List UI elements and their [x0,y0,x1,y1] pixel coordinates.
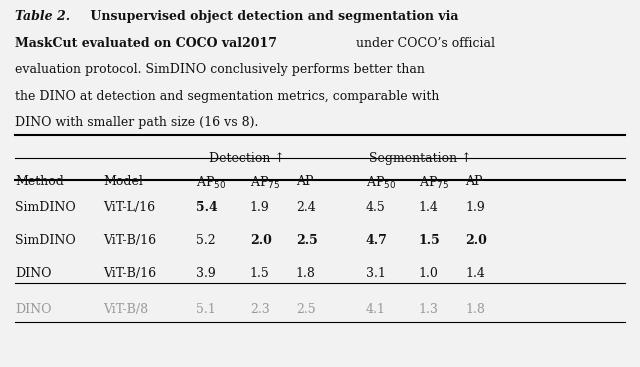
Text: 5.4: 5.4 [196,201,218,214]
Text: 1.5: 1.5 [419,234,440,247]
Text: 2.0: 2.0 [250,234,272,247]
Text: 4.1: 4.1 [366,304,386,316]
Text: 1.5: 1.5 [250,267,269,280]
Text: Detection ↑: Detection ↑ [209,152,285,165]
Text: 2.5: 2.5 [296,304,316,316]
Text: 2.4: 2.4 [296,201,316,214]
Text: 4.7: 4.7 [366,234,388,247]
Text: 1.3: 1.3 [419,304,438,316]
Text: AP: AP [296,175,314,188]
Text: SimDINO: SimDINO [15,201,76,214]
Text: 1.4: 1.4 [465,267,485,280]
Text: 2.3: 2.3 [250,304,269,316]
Text: DINO: DINO [15,267,52,280]
Text: 1.4: 1.4 [419,201,438,214]
Text: 3.9: 3.9 [196,267,216,280]
Text: 1.8: 1.8 [465,304,485,316]
Text: 1.8: 1.8 [296,267,316,280]
Text: Table 2.: Table 2. [15,10,70,23]
Text: ViT-B/16: ViT-B/16 [103,234,156,247]
Text: AP$_{75}$: AP$_{75}$ [419,175,449,191]
Text: the DINO at detection and segmentation metrics, comparable with: the DINO at detection and segmentation m… [15,90,440,103]
Text: SimDINO: SimDINO [15,234,76,247]
Text: ViT-B/16: ViT-B/16 [103,267,156,280]
Text: Method: Method [15,175,64,188]
Text: 2.0: 2.0 [465,234,487,247]
Text: 1.9: 1.9 [465,201,485,214]
Text: ViT-L/16: ViT-L/16 [103,201,156,214]
Text: AP$_{50}$: AP$_{50}$ [196,175,226,191]
Text: ViT-B/8: ViT-B/8 [103,304,148,316]
Text: under COCO’s official: under COCO’s official [352,37,495,50]
Text: DINO with smaller path size (16 vs 8).: DINO with smaller path size (16 vs 8). [15,116,259,130]
Text: AP$_{75}$: AP$_{75}$ [250,175,280,191]
Text: 5.2: 5.2 [196,234,216,247]
Text: 1.9: 1.9 [250,201,269,214]
Text: 1.0: 1.0 [419,267,438,280]
Text: Unsupervised object detection and segmentation via: Unsupervised object detection and segmen… [86,10,459,23]
Text: DINO: DINO [15,304,52,316]
Text: 2.5: 2.5 [296,234,317,247]
Text: 3.1: 3.1 [366,267,386,280]
Text: Segmentation ↑: Segmentation ↑ [369,152,472,165]
Text: Model: Model [103,175,143,188]
Text: AP$_{50}$: AP$_{50}$ [366,175,396,191]
Text: 4.5: 4.5 [366,201,386,214]
Text: MaskCut evaluated on COCO val2017: MaskCut evaluated on COCO val2017 [15,37,277,50]
Text: evaluation protocol. SimDINO conclusively performs better than: evaluation protocol. SimDINO conclusivel… [15,63,426,76]
Text: AP: AP [465,175,483,188]
Text: 5.1: 5.1 [196,304,216,316]
